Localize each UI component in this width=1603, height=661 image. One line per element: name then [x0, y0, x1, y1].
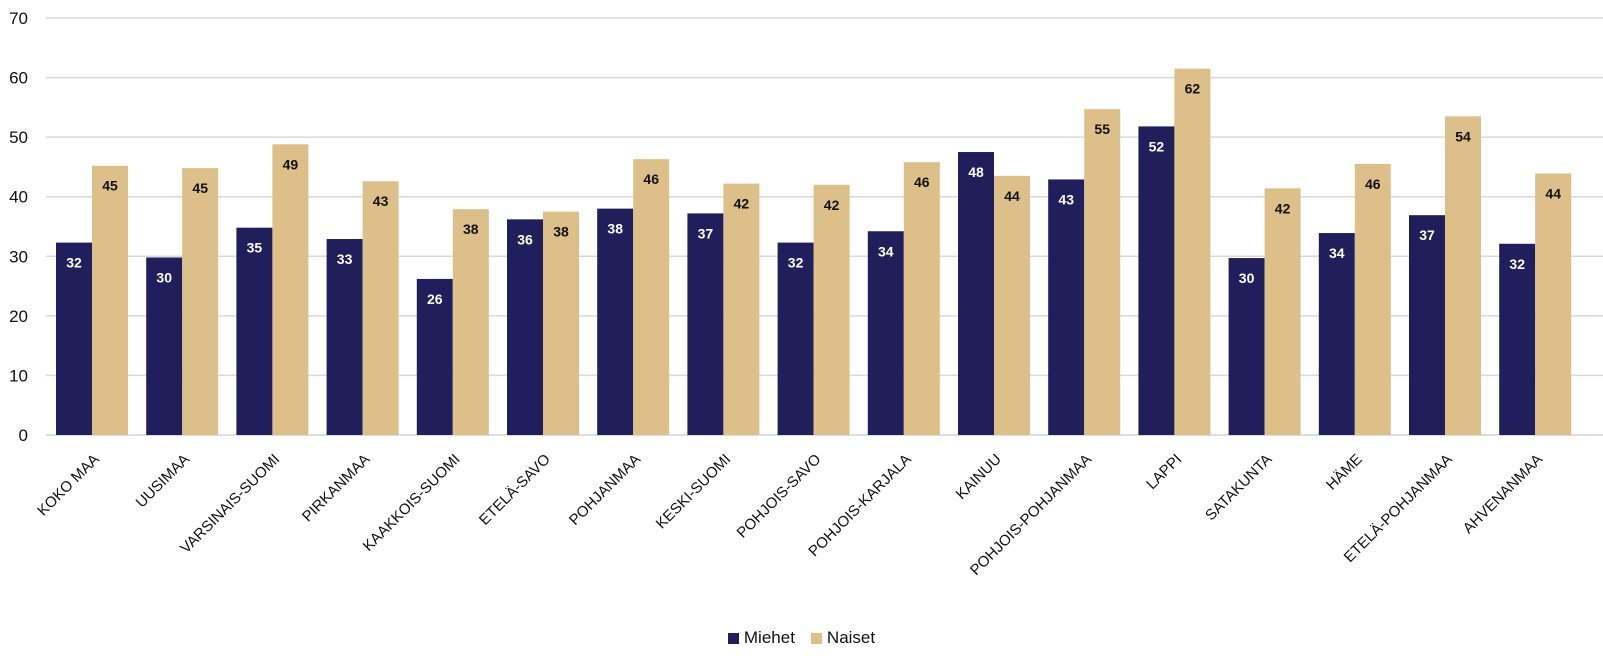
bar-miehet	[1048, 179, 1084, 435]
data-label: 44	[1545, 185, 1561, 201]
bar-miehet	[1499, 244, 1535, 435]
data-label: 49	[283, 156, 299, 172]
data-label: 45	[192, 180, 208, 196]
y-tick-label: 30	[9, 247, 28, 266]
bar-naiset	[92, 166, 128, 435]
x-tick-label: KAAKKOIS-SUOMI	[360, 451, 464, 555]
legend-item-miehet: Miehet	[728, 628, 795, 648]
x-tick-label: POHJOIS-KARJALA	[805, 451, 914, 560]
y-tick-label: 10	[9, 366, 28, 385]
data-label: 35	[247, 240, 263, 256]
bar-miehet	[687, 213, 723, 435]
bar-miehet	[507, 219, 543, 435]
bar-naiset	[1445, 116, 1481, 435]
data-label: 37	[1419, 227, 1435, 243]
legend: Miehet Naiset	[0, 628, 1603, 648]
data-label: 26	[427, 291, 443, 307]
x-tick-label: KAINUU	[953, 451, 1005, 503]
data-label: 46	[914, 174, 930, 190]
data-label: 37	[698, 225, 714, 241]
data-label: 55	[1094, 121, 1110, 137]
y-tick-label: 40	[9, 188, 28, 207]
bar-naiset	[453, 209, 489, 435]
data-label: 32	[788, 255, 804, 271]
bar-naiset	[723, 184, 759, 435]
legend-swatch-naiset	[811, 633, 822, 644]
data-label: 38	[463, 221, 479, 237]
data-label: 45	[102, 178, 118, 194]
x-tick-label: AHVENANMAA	[1460, 451, 1546, 537]
bar-miehet	[958, 152, 994, 435]
bar-naiset	[182, 168, 218, 435]
x-tick-label: UUSIMAA	[133, 451, 193, 511]
data-label: 32	[66, 255, 82, 271]
bar-naiset	[633, 159, 669, 435]
legend-label-miehet: Miehet	[744, 628, 795, 648]
data-label: 33	[337, 251, 353, 267]
bar-naiset	[1535, 173, 1571, 435]
data-label: 30	[156, 269, 172, 285]
legend-label-naiset: Naiset	[827, 628, 875, 648]
bar-miehet	[236, 228, 272, 435]
data-label: 32	[1509, 256, 1525, 272]
bar-miehet	[1319, 233, 1355, 435]
y-tick-label: 70	[9, 9, 28, 28]
data-label: 48	[968, 164, 984, 180]
x-tick-label: KOKO MAA	[34, 451, 103, 520]
x-tick-label: HÄME	[1323, 451, 1366, 494]
bar-naiset	[1084, 109, 1120, 435]
data-label: 34	[1329, 245, 1345, 261]
y-tick-label: 60	[9, 69, 28, 88]
bar-naiset	[1174, 69, 1210, 435]
data-label: 42	[1275, 200, 1291, 216]
bar-chart: 0 10 20 30 40 50 60 70 32 30 35 33 26 36 38 37 32 34 48 43…	[0, 0, 1603, 620]
data-label: 30	[1239, 270, 1255, 286]
data-label: 34	[878, 243, 894, 259]
y-tick-label: 50	[9, 128, 28, 147]
data-label: 38	[553, 224, 569, 240]
bar-miehet	[56, 243, 92, 435]
data-label: 44	[1004, 188, 1020, 204]
bar-naiset	[1355, 164, 1391, 435]
bar-miehet	[597, 209, 633, 435]
data-label: 43	[1058, 191, 1074, 207]
y-axis: 0 10 20 30 40 50 60 70	[9, 9, 28, 445]
data-label: 43	[373, 193, 389, 209]
y-tick-label: 20	[9, 307, 28, 326]
x-tick-label: ETELÄ-SAVO	[476, 451, 554, 529]
data-label: 54	[1455, 128, 1471, 144]
y-tick-label: 0	[19, 426, 28, 445]
data-label: 46	[1365, 176, 1381, 192]
bar-miehet	[327, 239, 363, 435]
data-label: 36	[517, 231, 533, 247]
bar-naiset	[272, 144, 308, 435]
bar-naiset	[994, 176, 1030, 435]
bar-naiset	[814, 185, 850, 435]
legend-swatch-miehet	[728, 633, 739, 644]
data-label: 52	[1149, 138, 1165, 154]
bar-naiset	[363, 181, 399, 435]
bar-naiset	[904, 162, 940, 435]
bar-miehet	[1138, 126, 1174, 435]
data-label: 62	[1185, 81, 1201, 97]
bar-miehet	[868, 231, 904, 435]
bar-miehet	[778, 243, 814, 435]
bar-miehet	[1409, 215, 1445, 435]
data-label: 42	[824, 197, 840, 213]
legend-item-naiset: Naiset	[811, 628, 875, 648]
data-label: 38	[607, 221, 623, 237]
x-tick-label: VARSINAIS-SUOMI	[177, 451, 283, 557]
bar-naiset	[543, 212, 579, 435]
bar-naiset	[1265, 188, 1301, 435]
x-tick-label: SATAKUNTA	[1202, 451, 1275, 524]
x-tick-label: POHJANMAA	[566, 451, 644, 529]
x-tick-label: POHJOIS-SAVO	[734, 451, 825, 542]
x-tick-label: KESKI-SUOMI	[653, 451, 735, 533]
data-label: 46	[643, 171, 659, 187]
x-tick-label: PIRKANMAA	[299, 451, 374, 526]
data-label: 42	[734, 196, 750, 212]
x-tick-label: LAPPI	[1143, 451, 1185, 493]
